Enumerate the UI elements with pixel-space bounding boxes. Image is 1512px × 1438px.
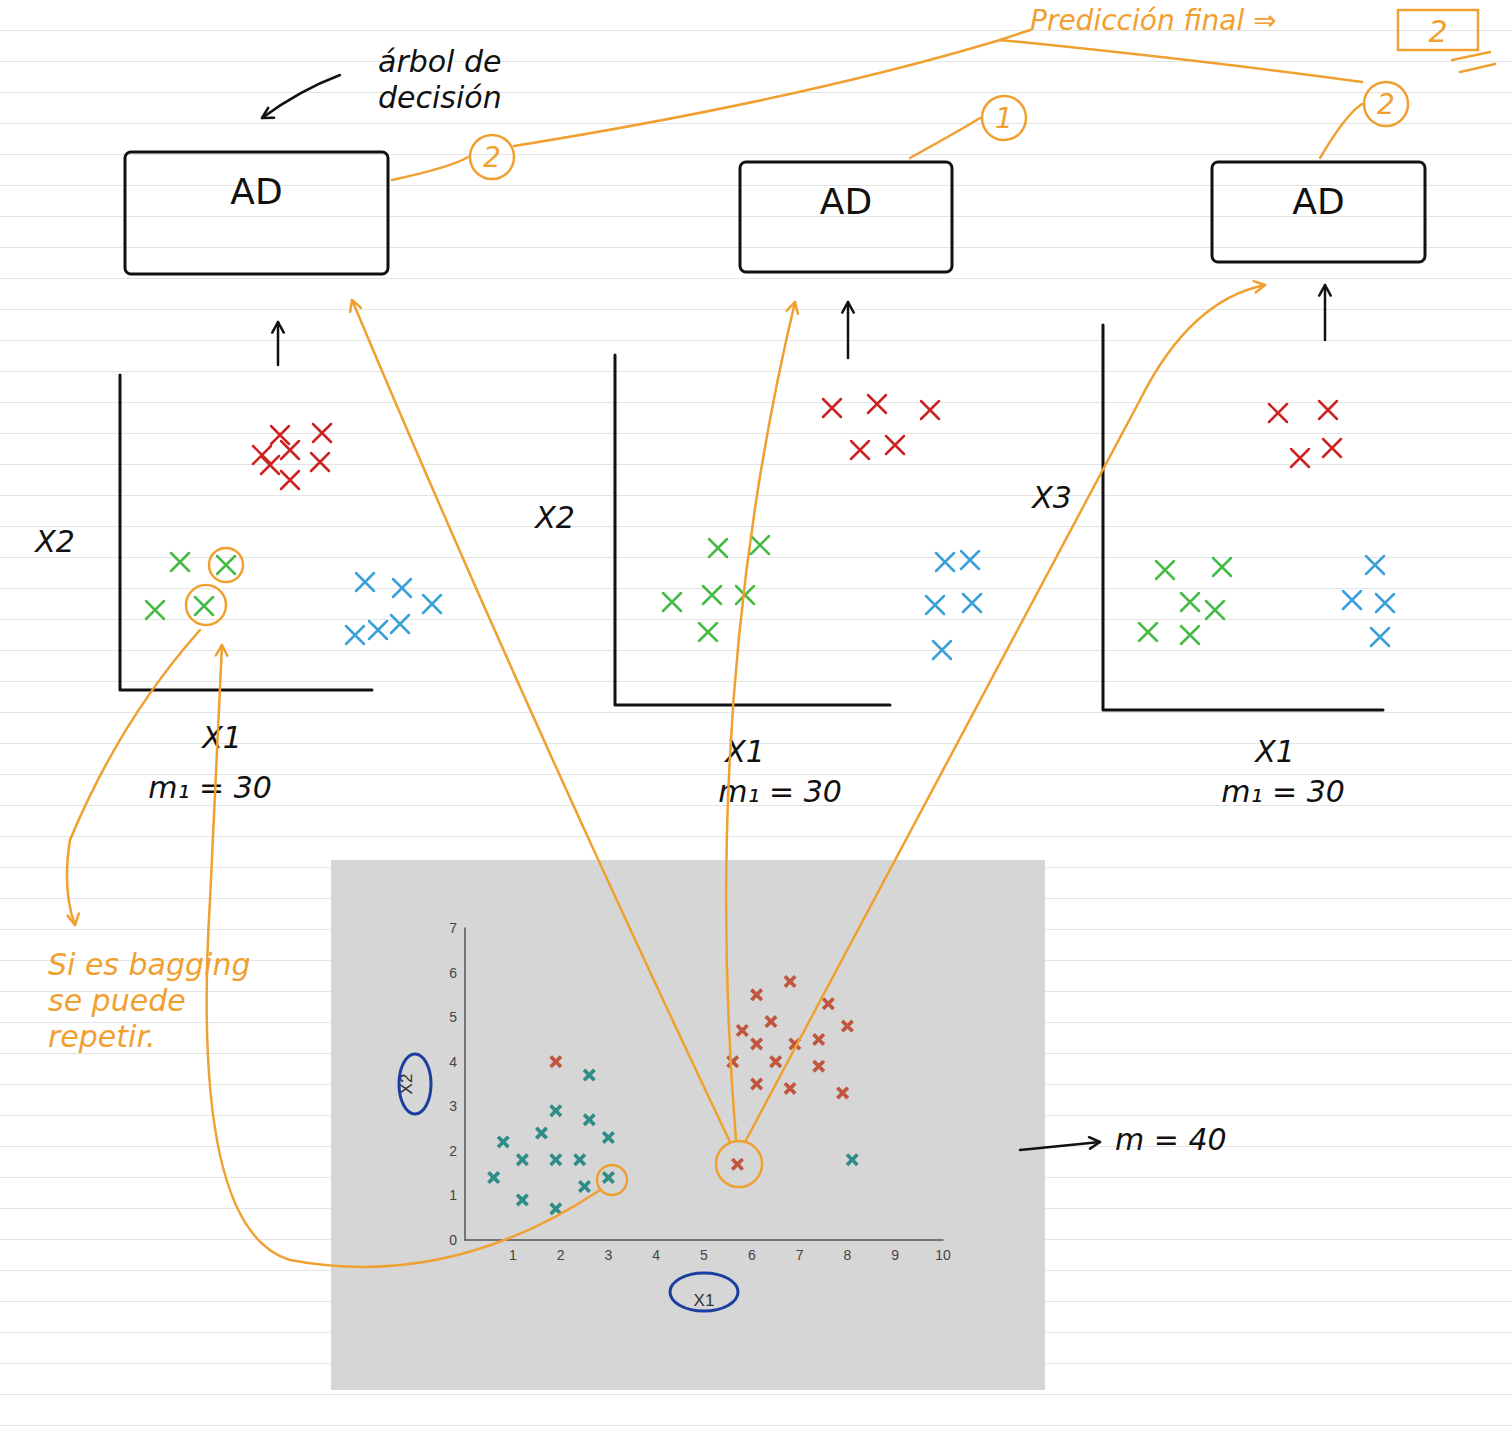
svg-text:1: 1 xyxy=(509,1247,517,1263)
svg-text:Predicción final ⇒: Predicción final ⇒ xyxy=(1030,4,1277,37)
svg-text:2: 2 xyxy=(483,141,501,174)
svg-text:7: 7 xyxy=(796,1247,804,1263)
svg-text:7: 7 xyxy=(449,920,457,936)
svg-text:X1: X1 xyxy=(200,720,242,755)
svg-text:X2: X2 xyxy=(397,1074,416,1095)
svg-text:6: 6 xyxy=(748,1247,756,1263)
svg-text:X1: X1 xyxy=(694,1291,715,1310)
svg-text:5: 5 xyxy=(700,1247,708,1263)
svg-text:0: 0 xyxy=(449,1232,457,1248)
svg-text:X2: X2 xyxy=(33,524,75,559)
svg-text:4: 4 xyxy=(652,1247,660,1263)
svg-text:1: 1 xyxy=(995,102,1013,135)
svg-text:5: 5 xyxy=(449,1009,457,1025)
svg-text:4: 4 xyxy=(449,1054,457,1070)
svg-text:2: 2 xyxy=(557,1247,565,1263)
svg-text:2: 2 xyxy=(1377,88,1395,121)
svg-text:AD: AD xyxy=(1292,181,1344,222)
svg-text:1: 1 xyxy=(449,1187,457,1203)
svg-text:X2: X2 xyxy=(533,500,575,535)
svg-text:3: 3 xyxy=(605,1247,613,1263)
svg-text:X1: X1 xyxy=(723,734,765,769)
svg-text:m₁ = 30: m₁ = 30 xyxy=(1221,774,1345,809)
svg-text:Si es baggingse puederepetir.: Si es baggingse puederepetir. xyxy=(48,947,250,1054)
svg-text:X1: X1 xyxy=(1253,734,1295,769)
svg-text:m = 40: m = 40 xyxy=(1115,1122,1227,1157)
svg-text:3: 3 xyxy=(449,1098,457,1114)
svg-text:X3: X3 xyxy=(1030,480,1072,515)
svg-text:6: 6 xyxy=(449,965,457,981)
svg-text:m₁ = 30: m₁ = 30 xyxy=(148,770,272,805)
svg-text:AD: AD xyxy=(230,171,282,212)
svg-text:AD: AD xyxy=(820,181,872,222)
svg-text:2: 2 xyxy=(449,1143,457,1159)
svg-text:9: 9 xyxy=(891,1247,899,1263)
svg-text:2: 2 xyxy=(1428,14,1447,49)
svg-text:10: 10 xyxy=(935,1247,951,1263)
svg-text:m₁ = 30: m₁ = 30 xyxy=(718,774,842,809)
svg-text:8: 8 xyxy=(844,1247,852,1263)
svg-text:árbol dedecisión: árbol dedecisión xyxy=(378,44,502,115)
